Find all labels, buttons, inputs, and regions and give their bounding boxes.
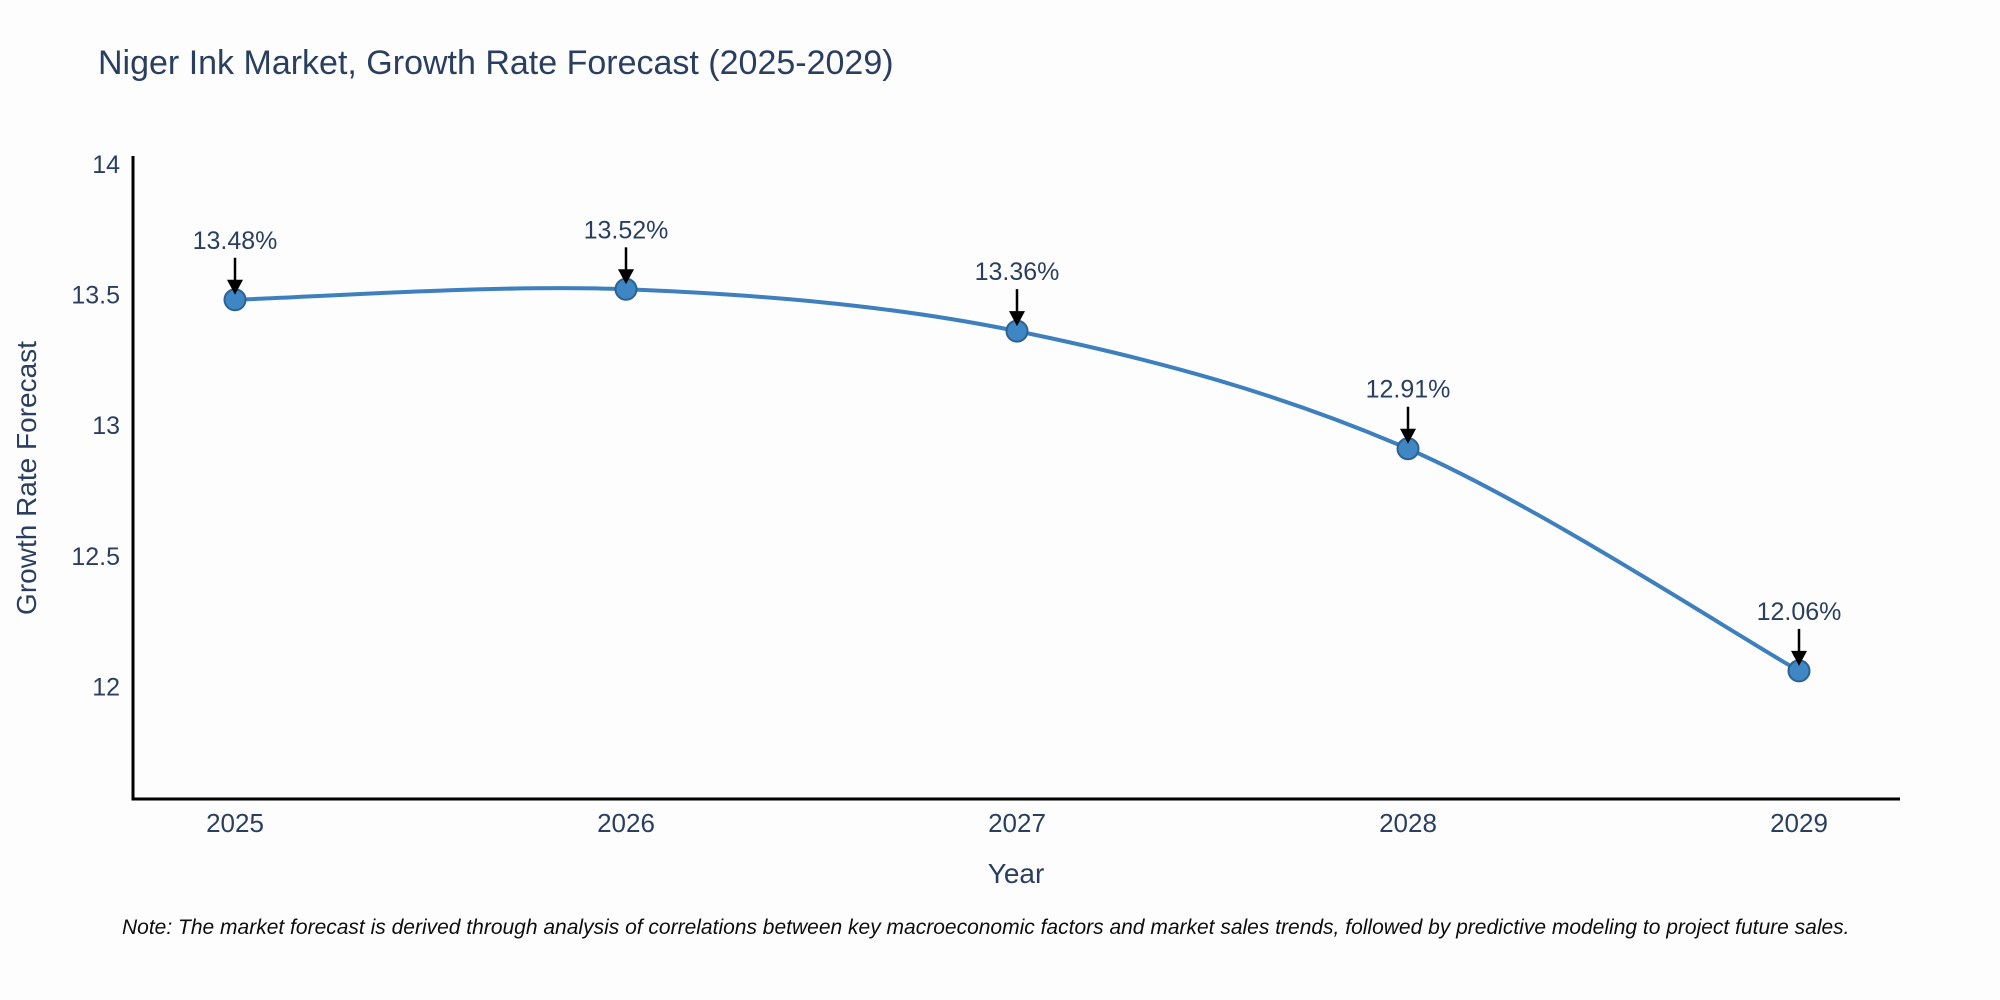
y-tick-label: 13 — [92, 412, 120, 440]
annotation-arrow-head — [1009, 311, 1025, 327]
y-tick-label: 12 — [92, 674, 120, 702]
annotation-arrow-head — [227, 279, 243, 295]
annotation-arrow-head — [1400, 428, 1416, 444]
x-tick-label: 2029 — [1770, 808, 1828, 838]
x-tick-label: 2027 — [988, 808, 1046, 838]
chart-title: Niger Ink Market, Growth Rate Forecast (… — [98, 44, 894, 82]
data-point-label: 13.36% — [975, 258, 1060, 286]
data-point-label: 12.91% — [1366, 376, 1451, 404]
y-tick-label: 14 — [92, 151, 120, 179]
data-point-label: 13.48% — [193, 227, 278, 255]
footnote: Note: The market forecast is derived thr… — [122, 916, 1850, 939]
y-tick-label: 13.5 — [71, 282, 120, 310]
annotation-arrow-head — [618, 269, 634, 285]
x-tick-label: 2025 — [206, 808, 264, 838]
y-tick-label: 12.5 — [71, 543, 120, 571]
x-axis-title: Year — [987, 858, 1045, 889]
data-point-label: 13.52% — [584, 216, 669, 244]
x-tick-label: 2026 — [597, 808, 655, 838]
x-tick-label: 2028 — [1379, 808, 1437, 838]
annotation-arrow-head — [1791, 650, 1807, 666]
forecast-line — [233, 286, 1801, 673]
data-point-label: 12.06% — [1757, 598, 1842, 626]
